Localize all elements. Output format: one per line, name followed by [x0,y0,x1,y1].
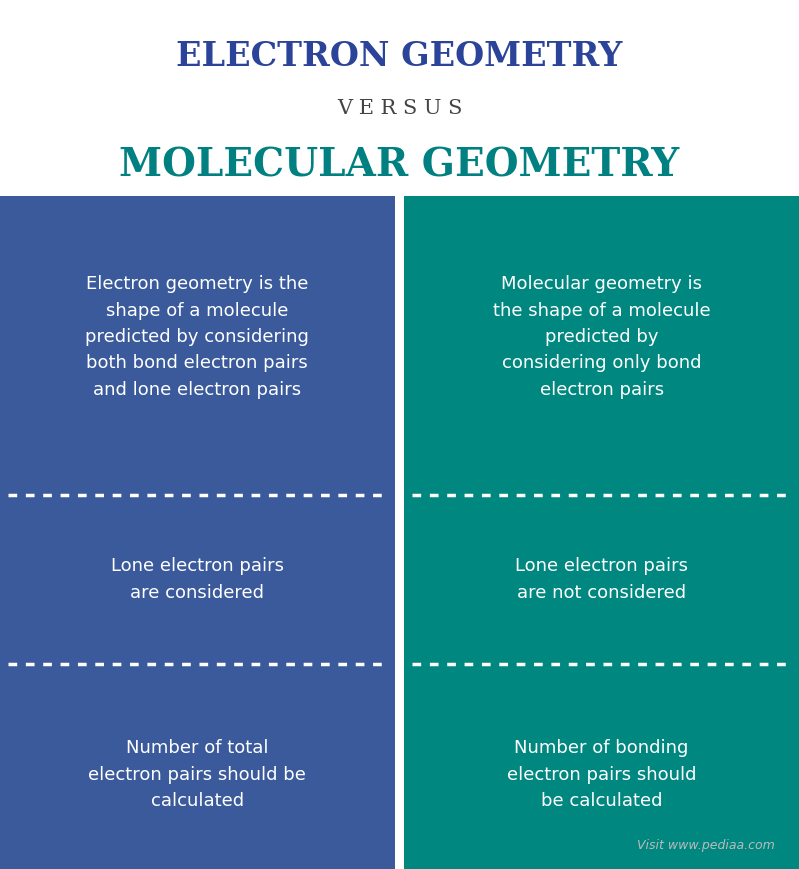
Text: Number of bonding
electron pairs should
be calculated: Number of bonding electron pairs should … [507,740,697,810]
Bar [404,478,799,512]
Text: Lone electron pairs
are considered: Lone electron pairs are considered [111,557,284,601]
Bar [404,647,799,680]
Text: Electron geometry is the
shape of a molecule
predicted by considering
both bond : Electron geometry is the shape of a mole… [85,275,309,399]
Text: Lone electron pairs
are not considered: Lone electron pairs are not considered [515,557,688,601]
Bar [0,196,395,478]
Bar [404,196,799,478]
Text: Visit www.pediaa.com: Visit www.pediaa.com [638,839,775,852]
Text: Number of total
electron pairs should be
calculated: Number of total electron pairs should be… [89,740,306,810]
Bar [0,680,395,869]
Text: V E R S U S: V E R S U S [337,99,462,118]
Bar [404,512,799,647]
Text: ELECTRON GEOMETRY: ELECTRON GEOMETRY [177,40,622,73]
Text: MOLECULAR GEOMETRY: MOLECULAR GEOMETRY [119,146,680,184]
Bar [0,512,395,647]
Text: Molecular geometry is
the shape of a molecule
predicted by
considering only bond: Molecular geometry is the shape of a mol… [493,275,710,399]
Bar [404,680,799,869]
Bar [0,478,395,512]
Bar [0,647,395,680]
